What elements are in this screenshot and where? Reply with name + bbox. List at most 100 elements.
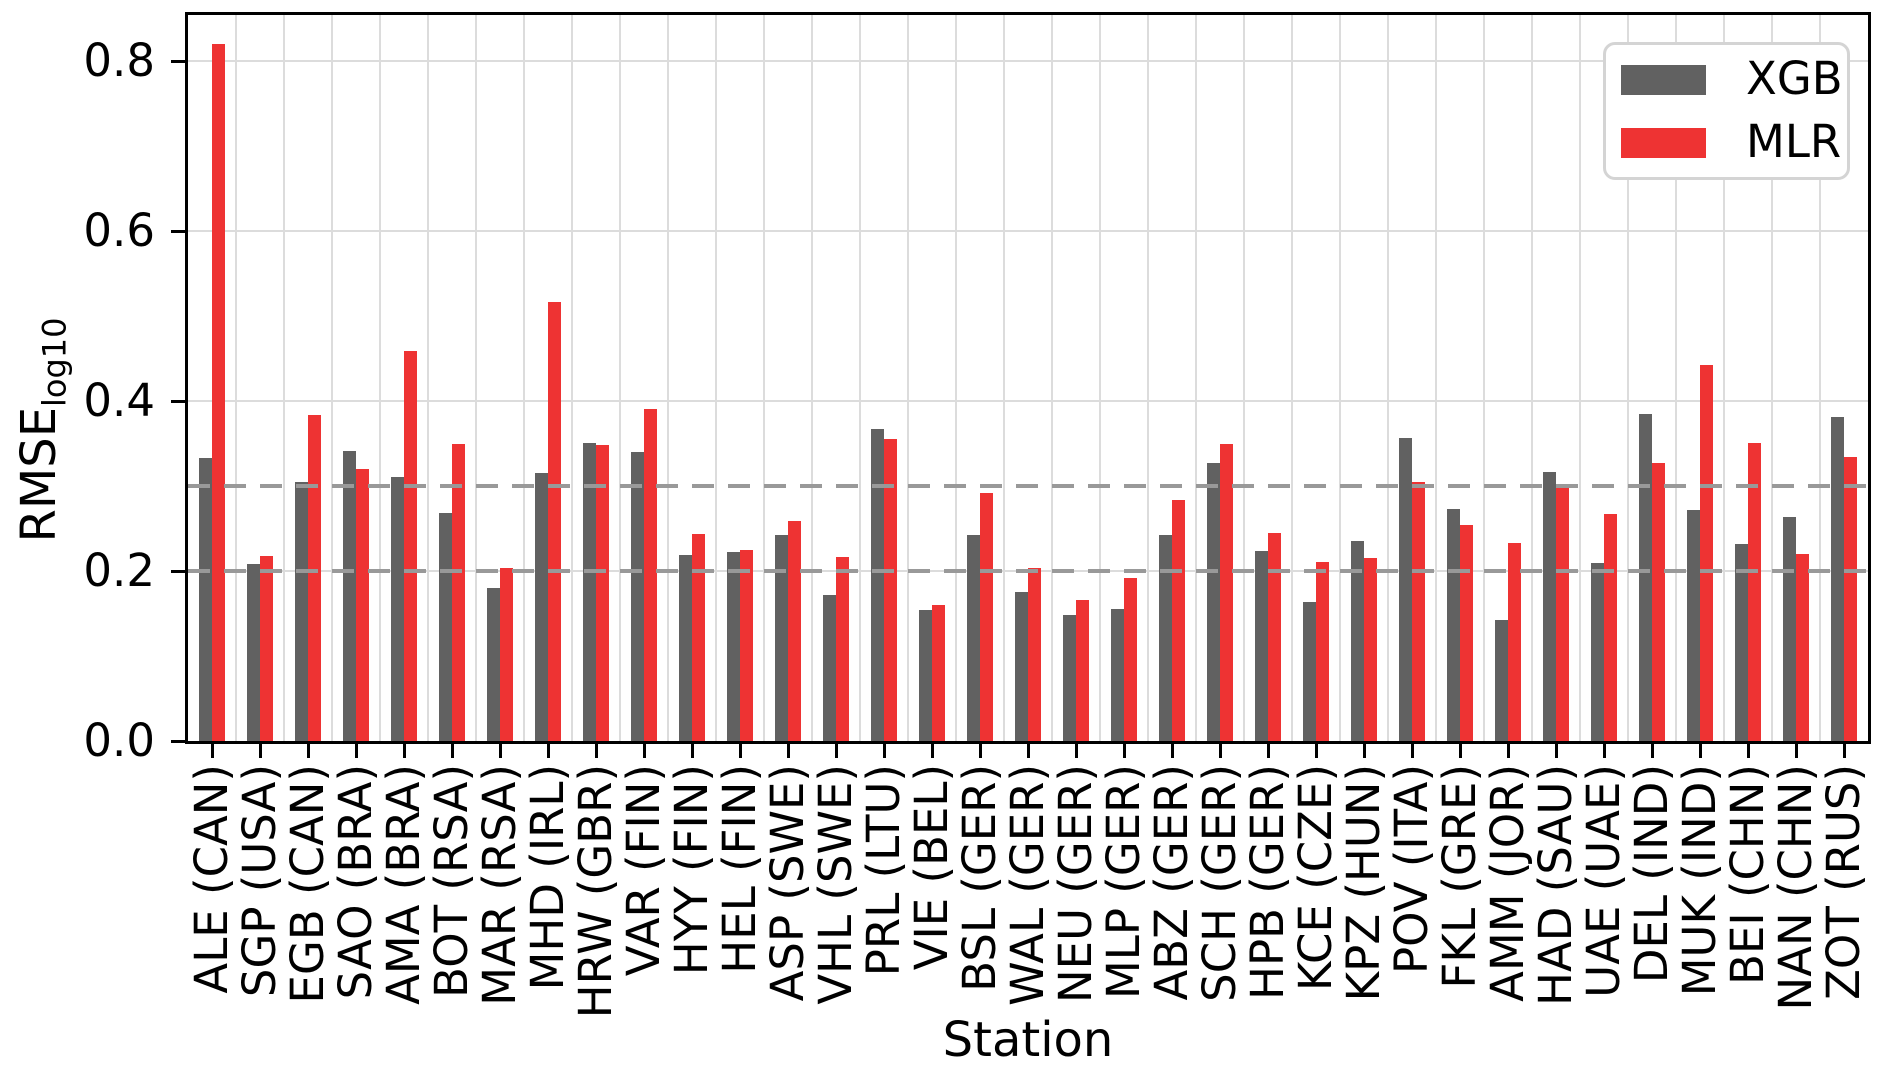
x-tick bbox=[1266, 744, 1270, 758]
x-tick-label-text: KCE (CZE) bbox=[1289, 764, 1342, 991]
bar-mlr-1 bbox=[212, 44, 225, 741]
x-tick bbox=[738, 744, 742, 758]
bar-mlr-9 bbox=[596, 445, 609, 741]
x-gridline bbox=[859, 15, 861, 741]
bar-mlr-28 bbox=[1508, 542, 1521, 741]
bar-mlr-21 bbox=[1172, 499, 1185, 741]
x-tick bbox=[1746, 744, 1750, 758]
x-tick-label-text: AMM (JOR) bbox=[1481, 764, 1534, 1002]
x-gridline bbox=[1387, 15, 1389, 741]
bar-xgb-21 bbox=[1159, 535, 1172, 741]
x-tick bbox=[1122, 744, 1126, 758]
x-tick-label-text: MHD (IRL) bbox=[521, 764, 574, 991]
bar-xgb-27 bbox=[1447, 508, 1460, 741]
x-tick-label-text: BSL (GER) bbox=[953, 764, 1006, 992]
x-tick bbox=[258, 744, 262, 758]
x-gridline bbox=[1531, 15, 1533, 741]
reference-line-0.2 bbox=[188, 569, 1868, 573]
x-gridline bbox=[1147, 15, 1149, 741]
bar-xgb-2 bbox=[247, 564, 260, 741]
legend: XGB MLR bbox=[1603, 42, 1850, 180]
x-tick-label-text: HEL (FIN) bbox=[713, 764, 766, 974]
bar-xgb-6 bbox=[439, 513, 452, 741]
x-gridline bbox=[1771, 15, 1773, 741]
bar-mlr-7 bbox=[500, 567, 513, 741]
x-tick bbox=[1410, 744, 1414, 758]
x-tick bbox=[210, 744, 214, 758]
x-gridline bbox=[1003, 15, 1005, 741]
bar-mlr-8 bbox=[548, 302, 561, 741]
x-tick bbox=[498, 744, 502, 758]
bar-mlr-3 bbox=[308, 414, 321, 741]
x-tick bbox=[1698, 744, 1702, 758]
bar-xgb-23 bbox=[1255, 551, 1268, 741]
x-gridline bbox=[1051, 15, 1053, 741]
x-tick bbox=[306, 744, 310, 758]
x-tick-label-text: BOT (RSA) bbox=[425, 764, 478, 998]
x-tick-label-text: ZOT (RUS) bbox=[1817, 764, 1870, 1000]
x-tick bbox=[1842, 744, 1846, 758]
bar-xgb-13 bbox=[775, 535, 788, 741]
x-gridline bbox=[571, 15, 573, 741]
bar-mlr-11 bbox=[692, 533, 705, 741]
bar-mlr-10 bbox=[644, 408, 657, 741]
x-axis-label: Station bbox=[942, 1012, 1114, 1068]
x-gridline bbox=[1243, 15, 1245, 741]
x-tick bbox=[1458, 744, 1462, 758]
x-tick bbox=[1074, 744, 1078, 758]
bar-xgb-14 bbox=[823, 594, 836, 741]
x-tick bbox=[882, 744, 886, 758]
y-tick bbox=[171, 399, 188, 403]
x-gridline bbox=[1579, 15, 1581, 741]
x-tick-label-text: FKL (GRE) bbox=[1433, 764, 1486, 989]
y-tick-label: 0.2 bbox=[83, 544, 155, 597]
x-tick-label-text: AMA (BRA) bbox=[377, 764, 430, 1005]
x-tick bbox=[546, 744, 550, 758]
x-tick-label-text: SAO (BRA) bbox=[329, 764, 382, 1000]
x-tick bbox=[834, 744, 838, 758]
x-tick bbox=[354, 744, 358, 758]
x-tick-label-text: ALE (CAN) bbox=[185, 764, 238, 994]
bar-mlr-15 bbox=[884, 439, 897, 741]
bar-mlr-32 bbox=[1700, 365, 1713, 741]
legend-swatch-xgb bbox=[1621, 65, 1706, 95]
x-tick bbox=[1026, 744, 1030, 758]
bar-mlr-12 bbox=[740, 549, 753, 741]
x-gridline bbox=[763, 15, 765, 741]
bar-mlr-5 bbox=[404, 350, 417, 741]
bar-mlr-31 bbox=[1652, 463, 1665, 741]
bar-mlr-19 bbox=[1076, 599, 1089, 741]
y-tick bbox=[171, 229, 188, 233]
x-tick-label-text: MAR (RSA) bbox=[473, 764, 526, 1006]
x-tick bbox=[1794, 744, 1798, 758]
y-axis-label-text: RMSE bbox=[11, 406, 67, 543]
x-gridline bbox=[331, 15, 333, 741]
x-gridline bbox=[523, 15, 525, 741]
bar-mlr-27 bbox=[1460, 525, 1473, 741]
x-gridline bbox=[1339, 15, 1341, 741]
x-gridline bbox=[955, 15, 957, 741]
x-gridline bbox=[811, 15, 813, 741]
x-gridline bbox=[1627, 15, 1629, 741]
x-tick-label-text: MUK (IND) bbox=[1673, 764, 1726, 997]
x-gridline bbox=[1723, 15, 1725, 741]
bar-xgb-8 bbox=[535, 473, 548, 741]
bar-xgb-1 bbox=[199, 457, 212, 741]
x-tick bbox=[1218, 744, 1222, 758]
bar-xgb-25 bbox=[1351, 541, 1364, 741]
x-tick bbox=[930, 744, 934, 758]
y-tick bbox=[171, 59, 188, 63]
bar-mlr-18 bbox=[1028, 567, 1041, 741]
x-tick-label-text: VHL (SWE) bbox=[809, 764, 862, 1005]
x-tick bbox=[450, 744, 454, 758]
x-tick bbox=[978, 744, 982, 758]
bar-mlr-2 bbox=[260, 555, 273, 741]
x-tick bbox=[1314, 744, 1318, 758]
x-gridline bbox=[1291, 15, 1293, 741]
bar-mlr-33 bbox=[1748, 442, 1761, 741]
x-tick-label-text: HYY (FIN) bbox=[665, 764, 718, 976]
bar-xgb-9 bbox=[583, 442, 596, 741]
bar-mlr-35 bbox=[1844, 457, 1857, 741]
legend-swatch-mlr bbox=[1621, 128, 1706, 158]
